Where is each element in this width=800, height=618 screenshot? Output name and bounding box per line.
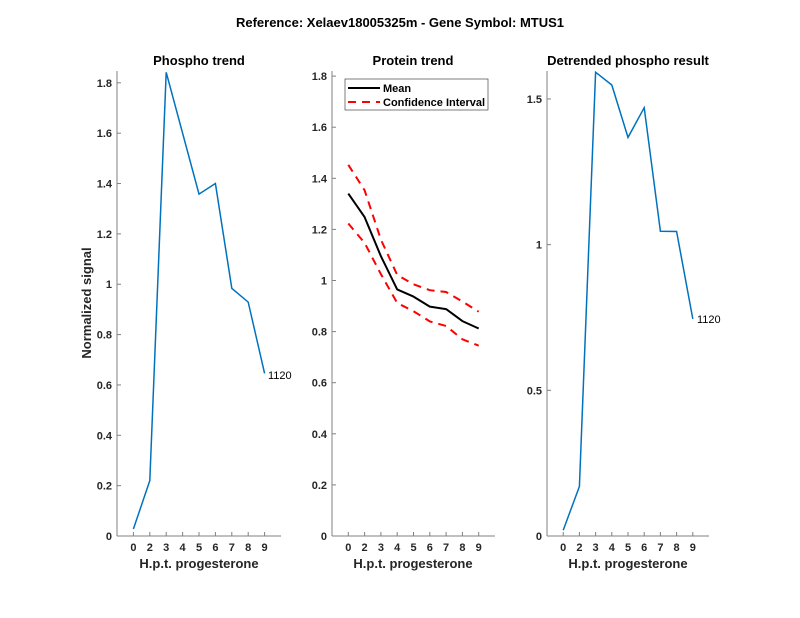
y-tick-label: 1.8: [312, 71, 327, 83]
y-tick-label: 0.8: [97, 330, 112, 342]
x-tick-label: 6: [427, 542, 433, 554]
detrended-phospho-title: Detrended phospho result: [547, 53, 709, 68]
x-tick-label: 0: [345, 542, 351, 554]
protein-trend-title: Protein trend: [373, 53, 454, 68]
y-tick-label: 0.4: [97, 430, 113, 442]
x-tick-label: 4: [394, 542, 401, 554]
phospho-trend-ylabel: Normalized signal: [79, 247, 94, 358]
y-tick-label: 0.8: [312, 327, 327, 339]
x-tick-label: 9: [262, 542, 268, 554]
x-tick-label: 0: [560, 542, 566, 554]
x-tick-label: 3: [378, 542, 384, 554]
y-tick-label: 0.4: [312, 429, 328, 441]
phospho-trend-axes: 00.20.40.60.811.21.41.61.80 2 3 4 5 6 7 8 9: [97, 71, 281, 554]
x-tick-label: 2: [147, 542, 153, 554]
y-tick-label: 1.8: [97, 78, 112, 90]
detrended-phospho-annotation: 1120: [697, 314, 721, 326]
legend-ci-label: Confidence Interval: [383, 97, 485, 109]
y-tick-label: 0.2: [97, 481, 112, 493]
x-tick-label: 7: [657, 542, 663, 554]
protein-trend-axes: 00.20.40.60.811.21.41.61.80 2 3 4 5 6 7 8 9: [312, 71, 495, 554]
phospho-trend-xlabel: H.p.t. progesterone: [139, 556, 258, 571]
x-tick-label: 4: [180, 542, 187, 554]
x-tick-label: 5: [410, 542, 416, 554]
y-tick-label: 0: [321, 531, 327, 543]
figure-suptitle: Reference: Xelaev18005325m - Gene Symbol…: [236, 15, 564, 30]
y-tick-label: 0.6: [312, 378, 327, 390]
y-tick-label: 0.2: [312, 480, 327, 492]
detrended-phospho-panel: Detrended phospho result H.p.t. progeste…: [527, 53, 721, 571]
x-tick-label: 9: [476, 542, 482, 554]
x-tick-label: 3: [593, 542, 599, 554]
x-tick-label: 6: [641, 542, 647, 554]
y-tick-label: 1.2: [312, 224, 327, 236]
protein-trend-legend: Mean Confidence Interval: [344, 78, 489, 111]
phospho-trend-annotation: 1120: [268, 370, 292, 382]
y-tick-label: 1.4: [312, 173, 328, 185]
detrended-phospho-axes: 00.511.50 2 3 4 5 6 7 8 9: [527, 70, 709, 554]
y-tick-label: 1.6: [97, 128, 112, 140]
x-tick-label: 8: [459, 542, 465, 554]
detrended-phospho-xlabel: H.p.t. progesterone: [568, 556, 687, 571]
phospho-trend-title: Phospho trend: [153, 53, 245, 68]
x-tick-label: 8: [674, 542, 680, 554]
x-tick-label: 5: [196, 542, 202, 554]
y-tick-label: 1.5: [527, 94, 542, 106]
x-tick-label: 0: [130, 542, 136, 554]
series-line: [132, 72, 266, 530]
protein-trend-panel: Protein trend H.p.t. progesterone 0 0.2 0.…: [312, 53, 495, 571]
x-tick-label: 6: [212, 542, 218, 554]
ci-upper-line: [347, 164, 480, 313]
y-tick-label: 1.6: [312, 122, 327, 134]
series-line: [562, 70, 694, 531]
x-tick-label: 2: [576, 542, 582, 554]
x-tick-label: 7: [443, 542, 449, 554]
y-tick-label: 0: [106, 531, 112, 543]
x-tick-label: 5: [625, 542, 631, 554]
legend-mean-label: Mean: [383, 83, 411, 95]
y-tick-label: 1.2: [97, 229, 112, 241]
x-tick-label: 2: [362, 542, 368, 554]
y-tick-label: 1: [321, 276, 327, 288]
x-tick-label: 3: [163, 542, 169, 554]
x-tick-label: 9: [690, 542, 696, 554]
x-tick-label: 8: [245, 542, 251, 554]
y-tick-label: 1.4: [97, 179, 113, 191]
y-tick-label: 0: [536, 531, 542, 543]
legend-box: [344, 78, 489, 111]
x-tick-label: 4: [609, 542, 616, 554]
x-tick-label: 7: [229, 542, 235, 554]
protein-trend-xlabel: H.p.t. progesterone: [353, 556, 472, 571]
y-tick-label: 1: [536, 240, 542, 252]
y-tick-label: 0.5: [527, 385, 542, 397]
phospho-trend-panel: Phospho trend H.p.t. progesterone Normal…: [79, 53, 292, 571]
mean-line: [347, 193, 480, 330]
y-tick-label: 1: [106, 279, 112, 291]
y-tick-label: 0.6: [97, 380, 112, 392]
